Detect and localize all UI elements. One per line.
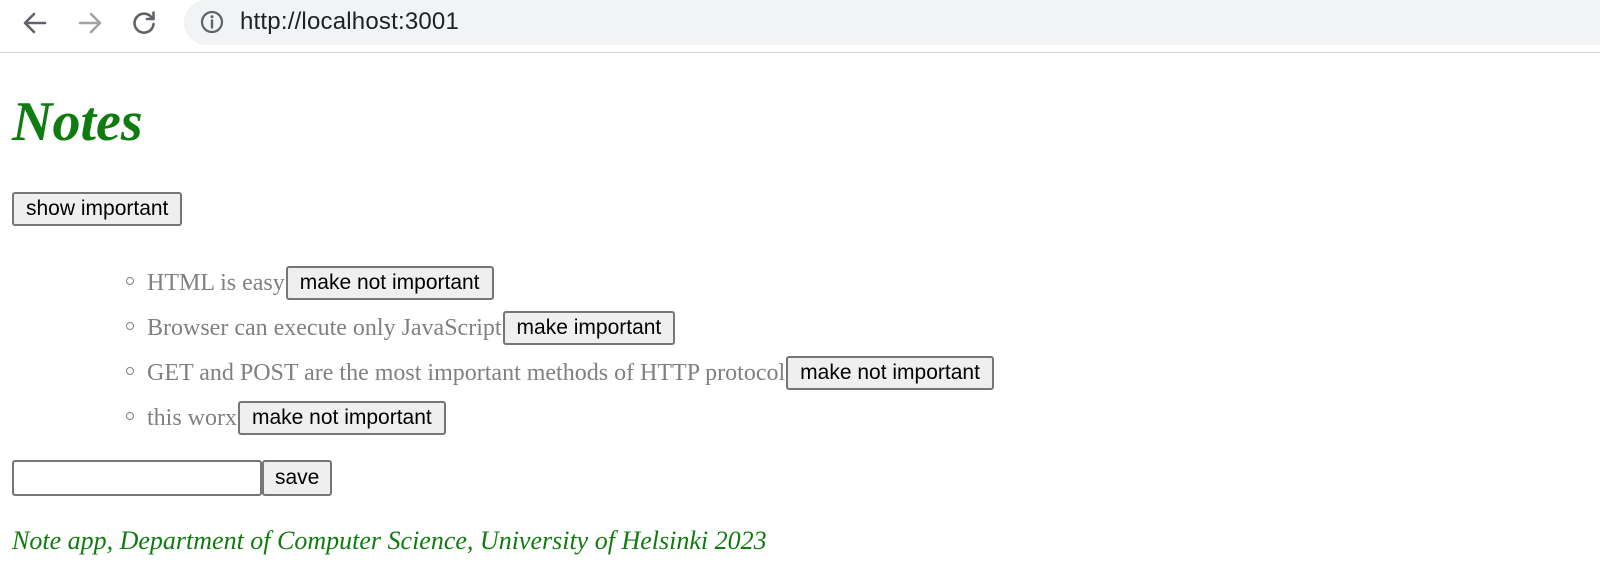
- reload-icon: [133, 11, 155, 34]
- note-content: this worx: [147, 404, 237, 431]
- toggle-importance-button[interactable]: make not important: [285, 265, 494, 300]
- address-bar[interactable]: http://localhost:3001: [184, 0, 1600, 45]
- list-item: GET and POST are the most important meth…: [12, 350, 994, 395]
- toggle-importance-button[interactable]: make not important: [786, 355, 994, 390]
- list-item: HTML is easy make not important: [12, 260, 994, 305]
- list-item: this worx make not important: [12, 395, 994, 440]
- bullet-icon: [126, 367, 134, 375]
- forward-button[interactable]: [75, 8, 105, 38]
- bullet-icon: [126, 412, 134, 420]
- save-button[interactable]: save: [262, 460, 333, 496]
- reload-button[interactable]: [129, 8, 159, 38]
- show-important-button[interactable]: show important: [12, 192, 183, 226]
- back-button[interactable]: [20, 8, 50, 38]
- browser-toolbar: http://localhost:3001: [0, 0, 1600, 53]
- note-content: Browser can execute only JavaScript: [147, 314, 502, 341]
- footer: Note app, Department of Computer Science…: [12, 526, 767, 555]
- new-note-form: save: [12, 460, 333, 496]
- toggle-importance-button[interactable]: make important: [502, 310, 676, 345]
- url-text[interactable]: http://localhost:3001: [240, 8, 460, 35]
- forward-arrow-icon: [78, 12, 102, 34]
- back-arrow-icon: [23, 12, 47, 34]
- info-icon[interactable]: [200, 10, 224, 34]
- bullet-icon: [126, 322, 134, 330]
- bullet-icon: [126, 277, 134, 285]
- note-content: HTML is easy: [147, 269, 285, 296]
- note-content: GET and POST are the most important meth…: [147, 359, 786, 386]
- toggle-importance-button[interactable]: make not important: [238, 400, 446, 435]
- page-title: Notes: [12, 91, 143, 153]
- list-item: Browser can execute only JavaScript make…: [12, 305, 994, 350]
- notes-list: HTML is easy make not important Browser …: [12, 260, 994, 440]
- new-note-input[interactable]: [12, 460, 262, 496]
